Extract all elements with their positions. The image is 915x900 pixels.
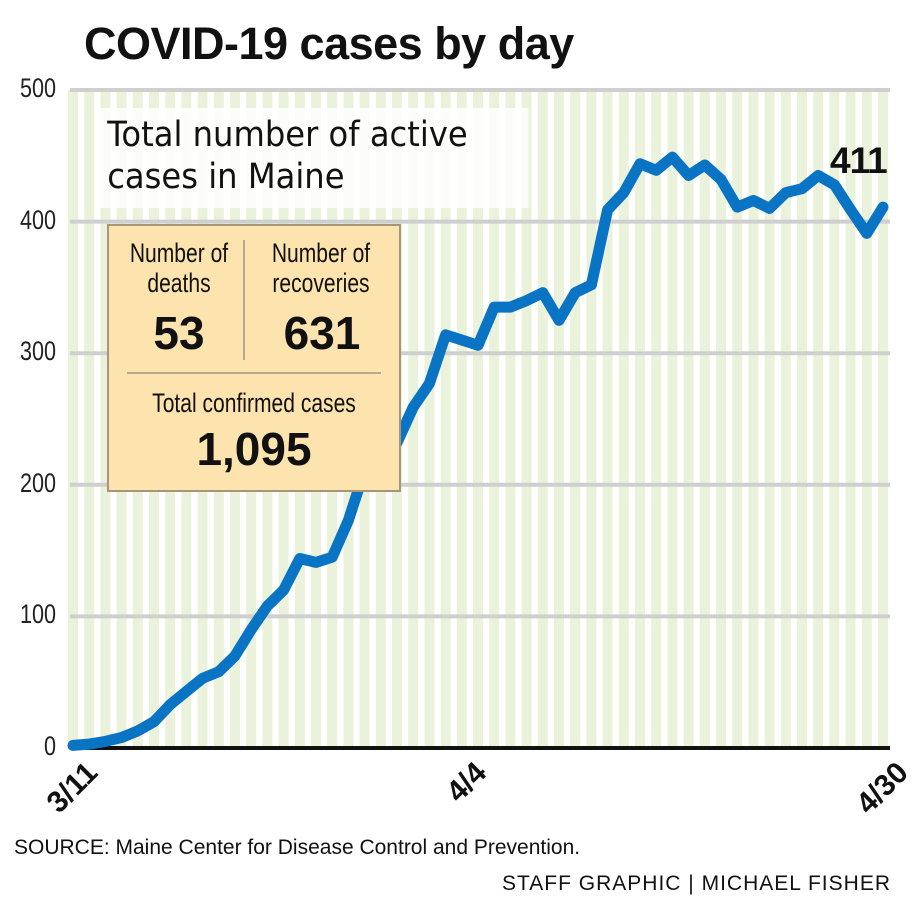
- credit-note: STAFF GRAPHIC | MICHAEL FISHER: [502, 872, 891, 895]
- recoveries-value: 631: [283, 307, 361, 359]
- y-tick-label: 400: [19, 204, 56, 235]
- last-value-label: 411: [830, 140, 888, 181]
- y-tick-label: 100: [19, 599, 56, 630]
- day-stripe: [861, 90, 872, 748]
- day-stripe: [100, 90, 111, 748]
- day-stripe: [570, 90, 581, 748]
- deaths-value: 53: [153, 307, 205, 359]
- day-stripe: [554, 90, 564, 748]
- chart-subtitle: Total number of active cases in Maine: [98, 108, 529, 208]
- day-stripe: [878, 90, 888, 748]
- day-stripe: [699, 90, 710, 748]
- day-stripe: [748, 90, 759, 748]
- day-stripe: [68, 90, 78, 748]
- y-tick-label: 0: [43, 731, 56, 761]
- day-stripe: [84, 90, 95, 748]
- day-stripe: [683, 90, 694, 748]
- day-stripe: [521, 90, 532, 748]
- day-stripe: [651, 90, 662, 748]
- day-stripe: [586, 90, 597, 748]
- day-stripe: [489, 90, 500, 748]
- day-stripe: [473, 90, 483, 748]
- recoveries-label: Number of recoveries: [271, 238, 371, 298]
- day-stripe: [635, 90, 645, 748]
- day-stripe: [440, 90, 451, 748]
- day-stripe: [829, 90, 840, 748]
- day-stripe: [602, 90, 613, 748]
- y-tick-label: 500: [19, 73, 56, 103]
- day-stripe: [505, 90, 516, 748]
- day-stripe: [456, 90, 467, 748]
- day-stripe: [618, 90, 629, 748]
- y-tick-label: 300: [19, 336, 56, 367]
- day-stripe: [780, 90, 791, 748]
- day-stripe: [732, 90, 743, 748]
- y-tick-label: 200: [19, 467, 56, 498]
- total-value: 1,095: [196, 423, 312, 475]
- day-stripe: [845, 90, 856, 748]
- day-stripe: [424, 90, 435, 748]
- stats-box: Number of deaths 53 Number of recoveries…: [107, 224, 401, 492]
- day-stripe: [764, 90, 775, 748]
- chart-title: COVID-19 cases by day: [84, 18, 574, 69]
- day-stripe: [797, 90, 807, 748]
- deaths-label: Number of deaths: [129, 238, 229, 298]
- divider-horizontal: [127, 372, 381, 374]
- source-note: SOURCE: Maine Center for Disease Control…: [14, 836, 581, 859]
- series-line-active-cases: [67, 151, 889, 751]
- total-label: Total confirmed cases: [152, 388, 356, 418]
- day-stripe: [716, 90, 726, 748]
- day-stripe: [667, 90, 678, 748]
- day-stripe: [813, 90, 824, 748]
- divider-vertical: [243, 240, 245, 360]
- day-stripe: [537, 90, 548, 748]
